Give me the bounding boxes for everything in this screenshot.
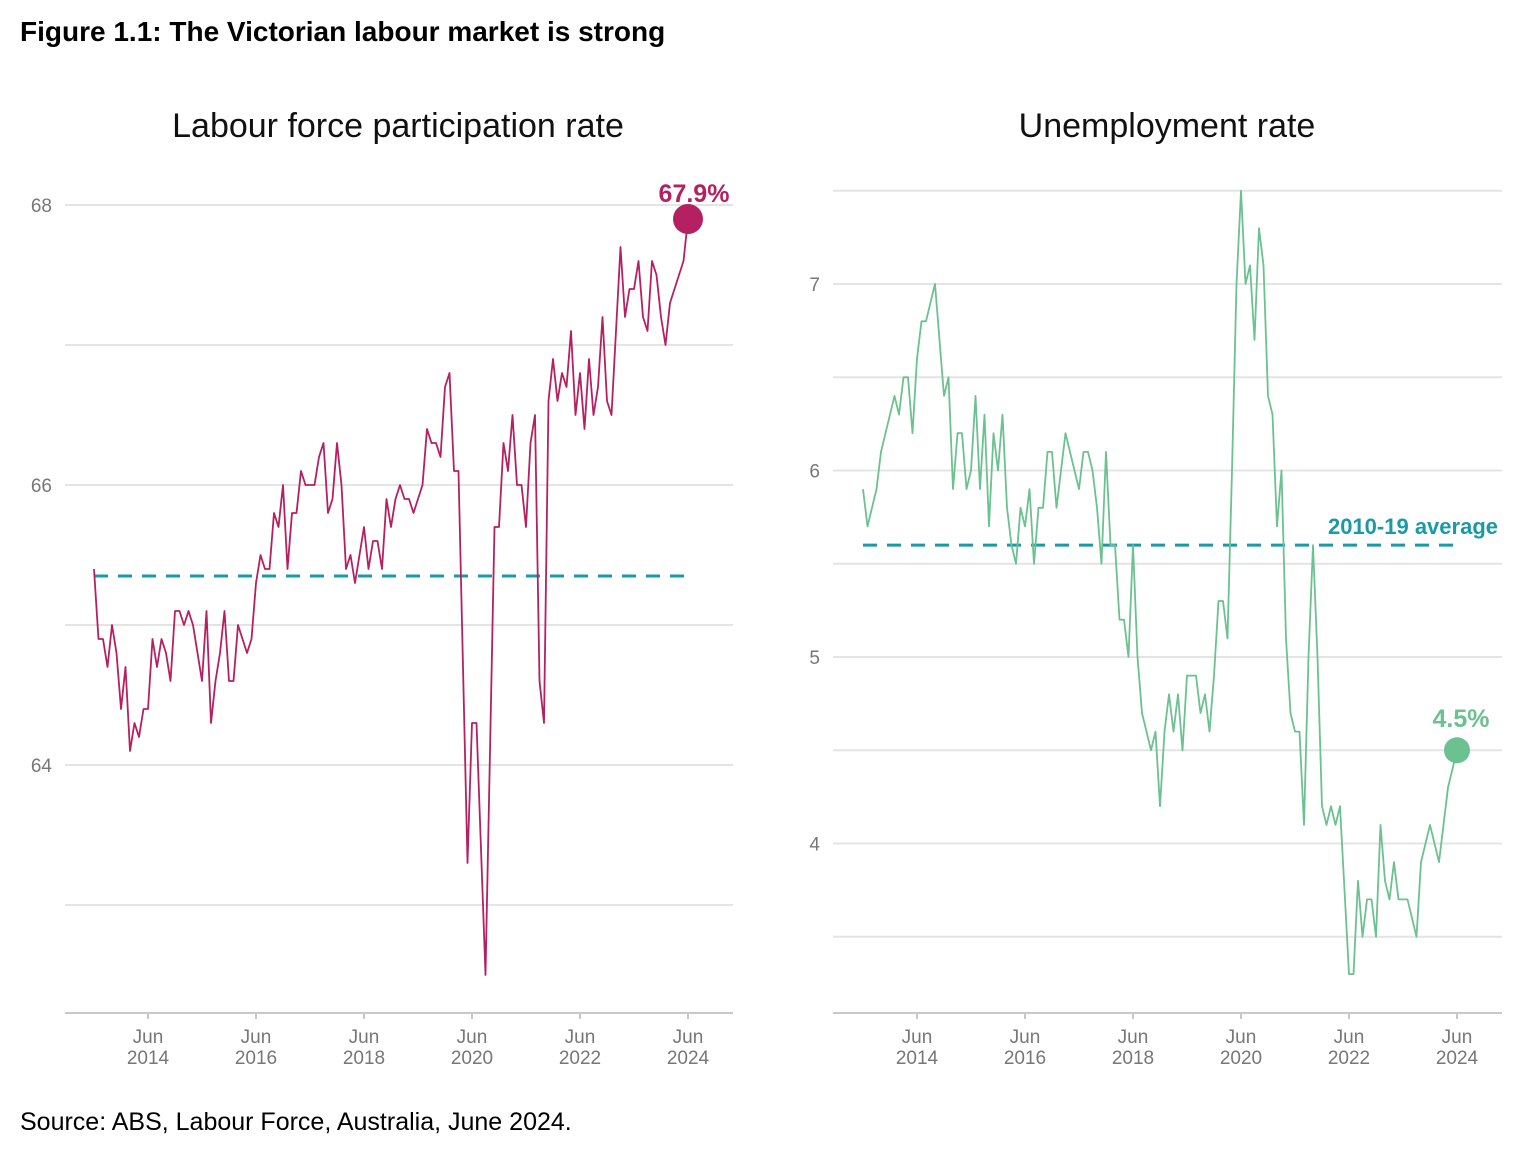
series-line — [93, 218, 689, 976]
series-line — [862, 189, 1458, 975]
x-tick-label: Jun — [457, 1027, 488, 1048]
end-value-label: 67.9% — [659, 180, 730, 208]
y-tick-label: 6 — [809, 462, 820, 483]
x-tick-label: 2022 — [559, 1048, 601, 1069]
chart-title: Unemployment rate — [1019, 107, 1316, 145]
chart-panel-1: Labour force participation rate 64 66 68 Jun… — [31, 107, 733, 1069]
x-tick-label: 2022 — [1328, 1048, 1370, 1069]
x-tick-label: Jun — [1226, 1027, 1257, 1048]
x-tick-label: Jun — [349, 1027, 380, 1048]
x-tick-label: 2018 — [343, 1048, 385, 1069]
x-tick-label: 2016 — [235, 1048, 277, 1069]
x-tick-label: Jun — [133, 1027, 164, 1048]
end-value-label: 4.5% — [1433, 705, 1490, 733]
y-tick-label: 66 — [31, 476, 52, 497]
x-tick-label: 2024 — [667, 1048, 710, 1069]
x-tick-label: 2016 — [1004, 1048, 1046, 1069]
average-label: 2010-19 average — [1328, 514, 1498, 539]
x-tick-label: Jun — [1442, 1027, 1473, 1048]
x-tick-label: Jun — [902, 1027, 933, 1048]
end-point-marker — [1444, 737, 1470, 764]
y-tick-label: 5 — [809, 648, 820, 669]
x-tick-label: Jun — [673, 1027, 704, 1048]
figure-title: Figure 1.1: The Victorian labour market … — [20, 16, 666, 47]
x-tick-label: 2018 — [1112, 1048, 1154, 1069]
y-tick-label: 64 — [31, 756, 53, 777]
x-tick-label: 2024 — [1436, 1048, 1479, 1069]
x-tick-label: Jun — [241, 1027, 272, 1048]
source-note: Source: ABS, Labour Force, Australia, Ju… — [20, 1108, 572, 1136]
end-point-marker — [673, 204, 703, 234]
x-tick-label: 2020 — [1220, 1048, 1262, 1069]
x-tick-label: Jun — [1118, 1027, 1149, 1048]
x-tick-label: 2014 — [127, 1048, 170, 1069]
x-tick-label: Jun — [1010, 1027, 1041, 1048]
chart-panel-2: Unemployment rate4567Jun2014Jun2016Jun20… — [809, 107, 1502, 1069]
chart-title: Labour force participation rate — [172, 107, 624, 145]
x-tick-label: 2020 — [451, 1048, 493, 1069]
x-tick-label: Jun — [565, 1027, 596, 1048]
y-tick-label: 68 — [31, 196, 52, 217]
y-tick-label: 7 — [809, 275, 820, 296]
x-tick-label: Jun — [1334, 1027, 1365, 1048]
x-tick-label: 2014 — [896, 1048, 939, 1069]
y-tick-label: 4 — [809, 835, 820, 856]
